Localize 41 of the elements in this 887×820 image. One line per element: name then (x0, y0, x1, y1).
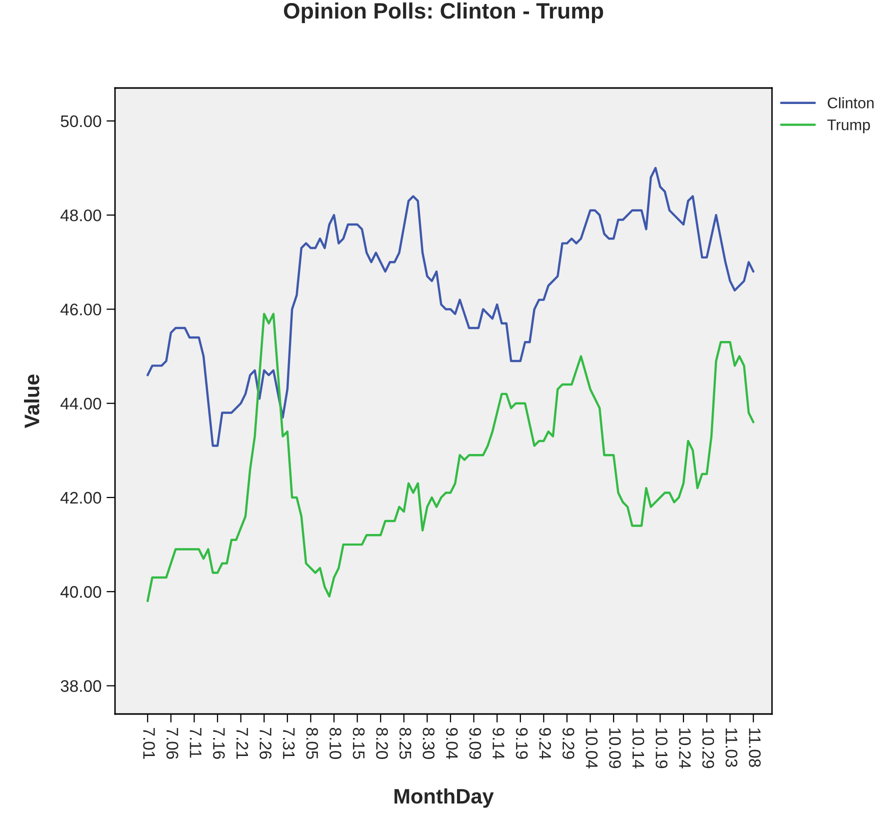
y-tick-label: 50.00 (60, 115, 102, 128)
x-tick-label: 7.31 (282, 728, 295, 759)
x-tick-label: 8.20 (376, 728, 388, 759)
x-tick-label: 8.30 (422, 728, 435, 759)
x-tick-label: 8.05 (306, 728, 318, 759)
legend-label: Clinton (828, 97, 874, 108)
y-axis-title: Value (24, 374, 40, 428)
y-tick-label: 42.00 (60, 492, 102, 504)
y-tick-label: 46.00 (60, 304, 102, 316)
x-tick-label: 7.01 (143, 728, 155, 759)
y-tick-label: 48.00 (60, 209, 102, 222)
y-tick-label: 38.00 (60, 680, 102, 692)
x-tick-label: 8.10 (330, 728, 342, 759)
x-tick-label: 11.03 (726, 728, 738, 767)
x-tick-label: 9.29 (562, 728, 574, 759)
y-tick-label: 40.00 (60, 586, 102, 598)
x-tick-label: 9.19 (516, 728, 528, 759)
x-tick-label: 7.16 (213, 728, 225, 759)
x-tick-label: 10.29 (702, 728, 714, 768)
legend-label: Trump (827, 120, 870, 134)
line-series (146, 166, 754, 447)
x-tick-label: 10.19 (656, 728, 668, 768)
y-tick-label: 44.00 (60, 398, 102, 410)
x-tick-label: 7.26 (260, 728, 272, 759)
x-tick-label: 7.06 (166, 728, 178, 759)
x-tick-label: 7.21 (236, 728, 248, 759)
x-tick-label: 10.24 (678, 728, 691, 768)
x-tick-label: 10.04 (586, 728, 598, 768)
x-tick-label: 9.24 (539, 728, 552, 760)
line-series (146, 312, 754, 602)
x-tick-label: 9.09 (469, 728, 482, 759)
x-tick-label: 10.09 (609, 728, 621, 768)
x-tick-label: 10.14 (632, 728, 644, 768)
x-axis-title: MonthDay (394, 788, 494, 808)
x-tick-label: 7.11 (190, 728, 202, 758)
x-tick-label: 9.04 (446, 728, 458, 760)
x-tick-label: 8.25 (399, 728, 412, 759)
x-tick-label: 11.08 (748, 728, 761, 767)
x-tick-label: 8.15 (352, 728, 365, 759)
chart-title: Opinion Polls: Clinton - Trump (284, 2, 604, 24)
x-tick-label: 9.14 (492, 728, 504, 760)
